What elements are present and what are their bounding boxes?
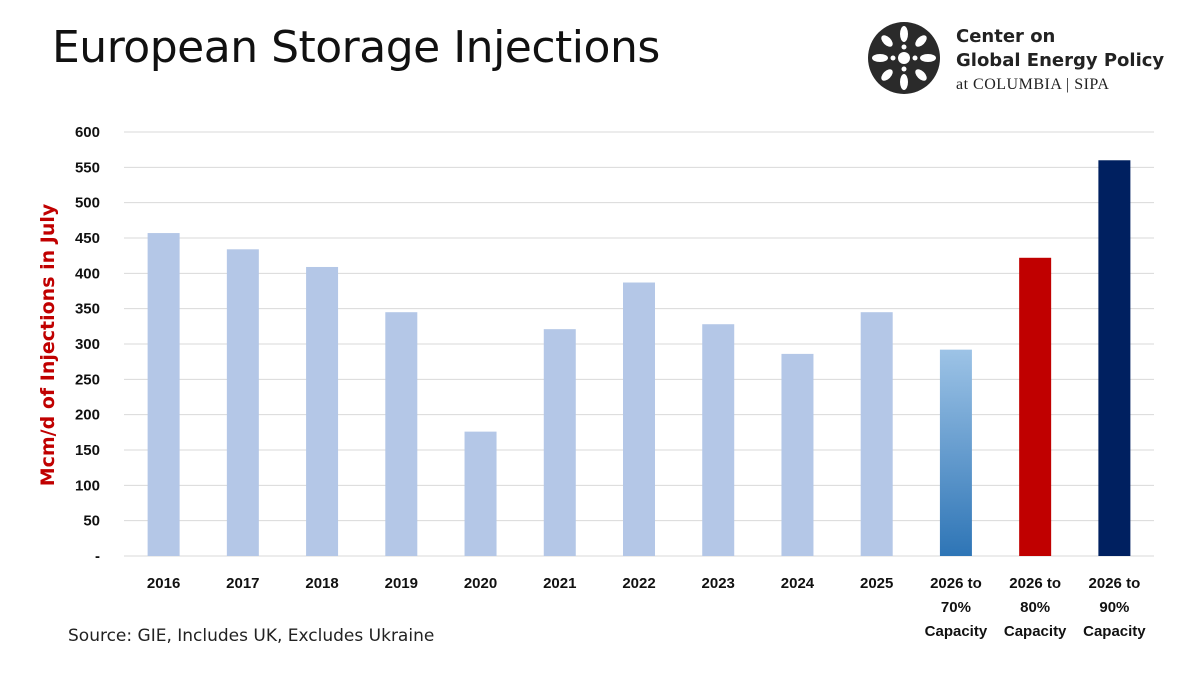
y-tick-label: 550 xyxy=(75,159,100,176)
x-tick-label: 2018 xyxy=(305,575,338,592)
x-axis-ticks: 2016 2017 2018 2019 2020 2021 2022 2023 2024 2025… xyxy=(147,575,1146,640)
y-tick-label: 200 xyxy=(75,407,100,424)
x-tick-label: 2019 xyxy=(385,575,418,592)
bar xyxy=(1019,257,1052,556)
x-tick-label: 2017 xyxy=(226,575,259,592)
bar xyxy=(543,329,576,556)
y-tick-label: 250 xyxy=(75,371,100,388)
logo-line-1: Center on xyxy=(956,26,1056,47)
page-title: European Storage Injections xyxy=(52,22,660,73)
bars xyxy=(147,160,1131,556)
y-tick-label: 400 xyxy=(75,265,100,282)
y-tick-label: 300 xyxy=(75,336,100,353)
x-tick-label: 2026 to 90% Capacity xyxy=(1083,575,1146,640)
bar xyxy=(1098,160,1131,556)
bar xyxy=(702,324,735,556)
source-note: Source: GIE, Includes UK, Excludes Ukrai… xyxy=(68,626,435,646)
y-tick-label: - xyxy=(95,548,100,565)
x-tick-label: 2023 xyxy=(702,575,735,592)
x-tick-label: 2026 to 70% Capacity xyxy=(925,575,988,640)
y-tick-label: 350 xyxy=(75,301,100,318)
bar xyxy=(860,312,893,556)
bar xyxy=(464,431,497,556)
y-tick-label: 100 xyxy=(75,477,100,494)
bar xyxy=(939,349,972,556)
bar xyxy=(306,266,339,556)
y-tick-label: 150 xyxy=(75,442,100,459)
bar xyxy=(147,233,180,556)
bar xyxy=(623,282,655,556)
x-tick-label: 2026 to 80% Capacity xyxy=(1004,575,1067,640)
y-axis-ticks: - 50 100 150 200 250 300 350 400 450 500 550 600 xyxy=(75,124,100,565)
y-tick-label: 600 xyxy=(75,124,100,141)
x-tick-label: 2025 xyxy=(860,575,893,592)
x-tick-label: 2020 xyxy=(464,575,497,592)
x-tick-label: 2024 xyxy=(781,575,815,592)
x-tick-label: 2022 xyxy=(622,575,655,592)
x-tick-label: 2021 xyxy=(543,575,576,592)
bar xyxy=(226,249,259,556)
y-tick-label: 50 xyxy=(83,513,100,530)
y-axis-label: Mcm/d of Injections in July xyxy=(37,203,59,487)
bar xyxy=(385,312,418,556)
y-tick-label: 450 xyxy=(75,230,100,247)
logo-line-2: Global Energy Policy xyxy=(956,50,1165,71)
logo-line-3: at COLUMBIA | SIPA xyxy=(956,76,1110,93)
logo: Center on Global Energy Policy at COLUMB… xyxy=(866,20,1176,100)
globe-logo-icon xyxy=(868,22,940,94)
bar xyxy=(781,353,814,556)
x-tick-label: 2016 xyxy=(147,575,180,592)
y-tick-label: 500 xyxy=(75,195,100,212)
